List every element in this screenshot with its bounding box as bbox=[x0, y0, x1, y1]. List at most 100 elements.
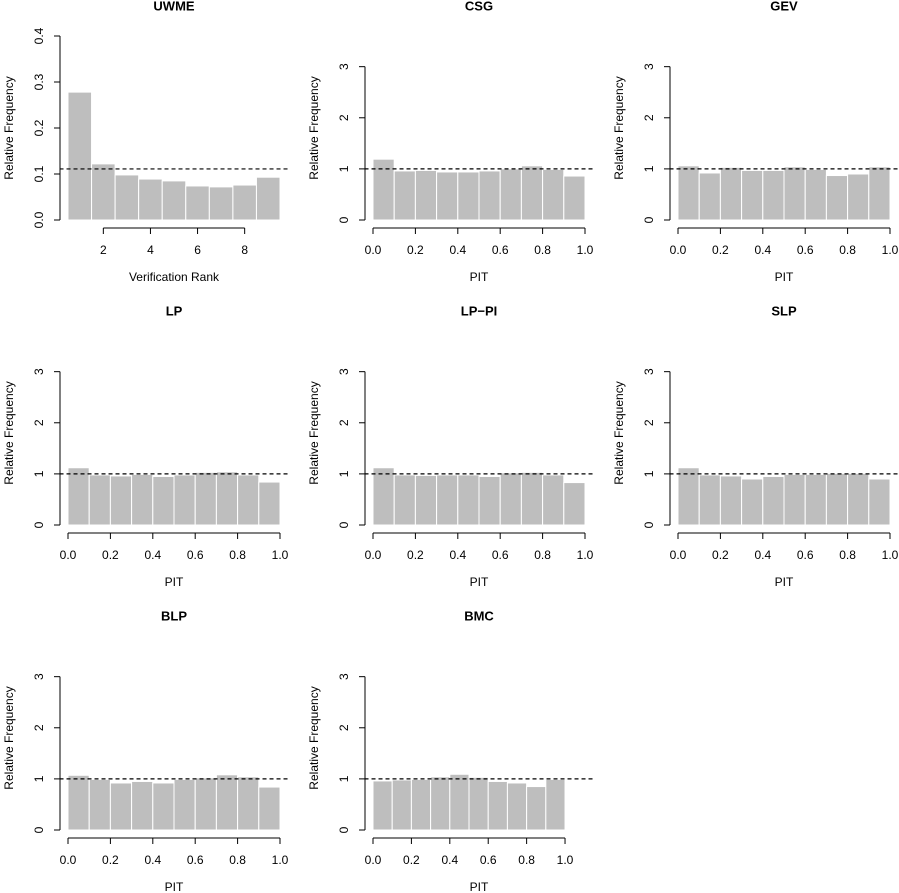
bar bbox=[410, 778, 432, 831]
chart-panel: CSG Relative Frequency PIT 0 1 2 3 0.0 0.2 0.4 0.6… bbox=[307, 0, 593, 284]
x-tick-label: 0.4 bbox=[754, 548, 771, 562]
x-tick-label: 0.0 bbox=[365, 548, 382, 562]
x-tick-label: 0.6 bbox=[797, 548, 814, 562]
bar bbox=[258, 481, 281, 526]
bar bbox=[131, 473, 154, 526]
x-tick-label: 0.2 bbox=[407, 548, 424, 562]
x-tick-label: 0.0 bbox=[60, 548, 77, 562]
y-tick-label: 1 bbox=[32, 775, 46, 782]
bar bbox=[393, 474, 416, 526]
x-tick-label: 0.0 bbox=[365, 853, 382, 867]
bar bbox=[138, 178, 163, 221]
x-axis-label: PIT bbox=[470, 880, 489, 893]
bar bbox=[868, 478, 891, 526]
bar bbox=[131, 780, 154, 831]
bar bbox=[91, 163, 116, 221]
x-axis-label: PIT bbox=[165, 880, 184, 893]
x-tick-label: 0.8 bbox=[534, 548, 551, 562]
y-axis-label: Relative Frequency bbox=[2, 76, 16, 179]
bar bbox=[457, 474, 480, 526]
x-axis-label: PIT bbox=[775, 270, 794, 284]
y-tick-label: 0.1 bbox=[32, 165, 46, 182]
y-axis-label: Relative Frequency bbox=[612, 381, 626, 484]
bar bbox=[436, 474, 459, 526]
x-tick-label: 0.2 bbox=[102, 548, 119, 562]
bar bbox=[215, 774, 239, 831]
bar bbox=[762, 169, 785, 221]
bar bbox=[114, 174, 140, 221]
y-tick-label: 0 bbox=[337, 521, 351, 528]
y-tick-label: 0.0 bbox=[32, 211, 46, 228]
bar bbox=[847, 472, 870, 526]
bar bbox=[478, 475, 501, 526]
bar bbox=[499, 472, 522, 526]
bar bbox=[109, 475, 133, 526]
y-tick-label: 1 bbox=[32, 470, 46, 477]
y-tick-label: 2 bbox=[337, 419, 351, 426]
y-tick-label: 2 bbox=[32, 419, 46, 426]
chart-panel: LP−PI Relative Frequency PIT 0 1 2 3 0.0 0.2 0.4 0… bbox=[307, 303, 593, 589]
x-tick-label: 0.4 bbox=[449, 548, 466, 562]
y-axis-label: Relative Frequency bbox=[307, 381, 321, 484]
x-tick-label: 6 bbox=[194, 243, 201, 257]
bar bbox=[215, 471, 239, 526]
x-tick-label: 1.0 bbox=[577, 243, 594, 257]
y-tick-label: 3 bbox=[337, 673, 351, 680]
bar bbox=[542, 474, 565, 526]
y-tick-label: 2 bbox=[642, 419, 656, 426]
x-tick-label: 0.2 bbox=[712, 548, 729, 562]
bar bbox=[847, 173, 870, 221]
x-tick-label: 0.0 bbox=[365, 243, 382, 257]
bar bbox=[478, 170, 501, 221]
x-tick-label: 1.0 bbox=[272, 853, 289, 867]
bar bbox=[152, 782, 175, 831]
bar bbox=[67, 91, 93, 221]
x-tick-label: 0.8 bbox=[518, 853, 535, 867]
x-axis-label: Verification Rank bbox=[129, 270, 220, 284]
x-tick-label: 0.4 bbox=[754, 243, 771, 257]
bar bbox=[868, 166, 891, 221]
bar bbox=[719, 475, 743, 526]
bar bbox=[391, 779, 412, 831]
bar bbox=[804, 473, 827, 526]
bar bbox=[161, 180, 187, 221]
x-axis-label: PIT bbox=[775, 575, 794, 589]
y-tick-label: 2 bbox=[337, 114, 351, 121]
y-tick-label: 2 bbox=[32, 724, 46, 731]
y-tick-label: 1 bbox=[642, 470, 656, 477]
bar bbox=[520, 165, 544, 221]
chart-title: UWME bbox=[153, 0, 194, 13]
bar bbox=[255, 176, 281, 221]
bar bbox=[258, 786, 281, 831]
y-tick-label: 1 bbox=[642, 165, 656, 172]
chart-title: BLP bbox=[161, 608, 187, 623]
bar bbox=[741, 478, 764, 526]
bar bbox=[499, 168, 522, 221]
bar bbox=[237, 776, 260, 831]
x-axis-label: PIT bbox=[470, 270, 489, 284]
y-tick-label: 0 bbox=[337, 826, 351, 833]
chart-panel: BMC Relative Frequency PIT 0 1 2 3 0.0 0.2 0.4 0.6… bbox=[307, 608, 594, 893]
bar bbox=[436, 171, 459, 221]
bar bbox=[762, 475, 785, 526]
y-tick-label: 1 bbox=[337, 775, 351, 782]
bar bbox=[468, 776, 489, 831]
bar bbox=[173, 474, 196, 526]
x-tick-label: 1.0 bbox=[272, 548, 289, 562]
x-tick-label: 4 bbox=[147, 243, 154, 257]
y-tick-label: 2 bbox=[337, 724, 351, 731]
bar bbox=[449, 773, 470, 831]
x-tick-label: 1.0 bbox=[557, 853, 574, 867]
bar bbox=[526, 786, 547, 831]
x-tick-label: 1.0 bbox=[577, 548, 594, 562]
bar bbox=[430, 776, 451, 831]
y-tick-label: 3 bbox=[337, 368, 351, 375]
bar bbox=[173, 778, 196, 831]
bar bbox=[414, 169, 438, 221]
y-tick-label: 3 bbox=[32, 673, 46, 680]
x-tick-label: 0.6 bbox=[480, 853, 497, 867]
bar bbox=[825, 472, 849, 526]
bar bbox=[185, 185, 210, 221]
bar bbox=[232, 184, 257, 221]
